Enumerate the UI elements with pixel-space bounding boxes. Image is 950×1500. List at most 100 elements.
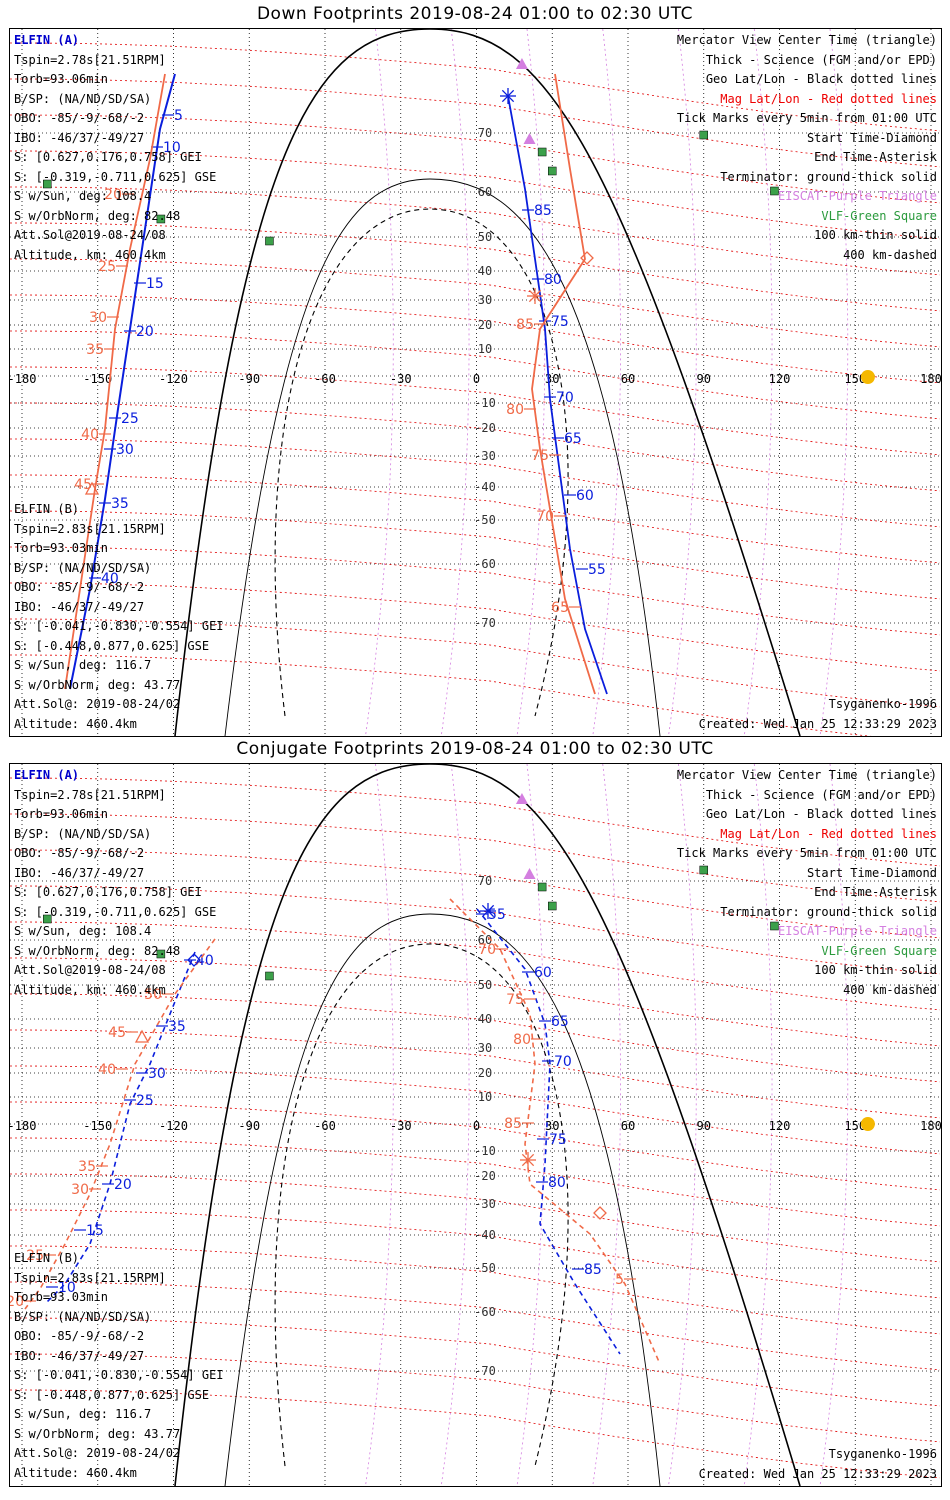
- elfin-a-track-west-tick-label: 20: [136, 324, 154, 340]
- elfin-a-track-east-tick-label: 70: [556, 390, 574, 406]
- lat-label: -70: [474, 1364, 496, 1378]
- model-label: Tsyganenko-1996: [828, 1447, 937, 1461]
- elfin-b-conj-track-east: [449, 898, 661, 1365]
- elfin-a-line: B/SP: (NA/ND/SD/SA): [14, 91, 152, 106]
- elfin-b-conj-track-west: [24, 938, 216, 1310]
- mag-parallel: [10, 957, 941, 1047]
- mag-parallel: [10, 1317, 941, 1407]
- legend-line: Terminator: ground-thick solid: [720, 169, 937, 184]
- lat-label: -60: [474, 557, 496, 571]
- elfin-b-line: IBO: -46/37/-49/27: [14, 1348, 145, 1363]
- legend-line: End Time-Asterisk: [814, 885, 937, 899]
- lon-label: 0: [473, 1119, 480, 1133]
- lat-label: -50: [474, 513, 496, 527]
- elfin-b-conj-track-east-tick-label: 70: [478, 942, 496, 958]
- model-label: Tsyganenko-1996: [828, 697, 937, 711]
- elfin-b-info: ELFIN (B) Tspin=2.83s[21.15RPM] Torb=93.…: [14, 500, 224, 734]
- elfin-a-line: S: [0.627,0.176,0.758] GEI: [14, 150, 202, 164]
- elfin-a-line: S: [0.627,0.176,0.758] GEI: [14, 885, 202, 899]
- elfin-a-line: OBO: -85/-9/-68/-2: [14, 846, 145, 860]
- legend-line: 100 km-thin solid: [814, 228, 937, 242]
- mag-parallel: [10, 438, 941, 528]
- elfin-b-line: Torb=93.03min: [14, 541, 108, 555]
- legend: Mercator View Center Time (triangle) Thi…: [677, 766, 937, 1000]
- elfin-b-track-east: [531, 73, 596, 695]
- lat-label: 30: [478, 1041, 492, 1055]
- vlf-square-icon: [265, 236, 274, 246]
- lon-label: 60: [621, 1119, 635, 1133]
- elfin-a-line: Att.Sol@2019-08-24/08: [14, 228, 166, 242]
- elfin-b-line: S: [-0.448,0.877,0.625] GSE: [14, 638, 210, 653]
- mag-meridian: [365, 29, 394, 736]
- lon-label: -120: [159, 372, 188, 386]
- elfin-a-conj-track-east-tick-label: 80: [548, 1175, 566, 1191]
- lat-label: -40: [474, 480, 496, 494]
- elfin-a-line: S w/OrbNorm, deg: 82.48: [14, 943, 181, 958]
- vlf-square-icon: [43, 914, 52, 924]
- elfin-b-line: S w/OrbNorm, deg: 43.77: [14, 1426, 181, 1441]
- mag-parallel: [10, 474, 941, 564]
- vlf-square-icon: [265, 971, 274, 981]
- mag-parallel: [10, 1281, 941, 1371]
- elfin-b-line: B/SP: (NA/ND/SD/SA): [14, 1309, 152, 1324]
- lon-label: 30: [545, 1119, 559, 1133]
- lon-label: -150: [83, 372, 112, 386]
- sun-icon: [860, 1117, 875, 1131]
- vlf-square-icon: [770, 921, 779, 931]
- mag-parallel: [10, 1137, 941, 1227]
- elfin-b-header: ELFIN (B): [14, 1251, 80, 1265]
- elfin-b-line: OBO: -85/-9/-68/-2: [14, 1329, 145, 1343]
- lon-label: -90: [238, 372, 260, 386]
- mag-meridian: [516, 764, 546, 1486]
- legend-line: VLF-Green Square: [821, 208, 937, 223]
- eiscat-triangle-icon: [515, 58, 528, 69]
- lat-label: 60: [478, 933, 492, 947]
- elfin-a-line: IBO: -46/37/-49/27: [14, 130, 145, 145]
- elfin-b-center-triangle-icon: [134, 1029, 150, 1043]
- elfin-b-track-east-tick-label: 80: [506, 402, 524, 418]
- lat-label: -50: [474, 1261, 496, 1275]
- elfin-b-info: ELFIN (B) Tspin=2.83s[21.15RPM] Torb=93.…: [14, 1249, 224, 1483]
- elfin-a-conj-track-west: [44, 951, 196, 1305]
- legend-line: Tick Marks every 5min from 01:00 UTC: [676, 111, 937, 125]
- elfin-a-conj-track-west-tick-label: 40: [196, 953, 214, 969]
- elfin-b-track-west-tick-label: 25: [98, 259, 116, 275]
- legend-line: Thick - Science (FGM and/or EPD): [705, 52, 937, 67]
- footer: Tsyganenko-1996 Created: Wed Jan 25 12:3…: [699, 695, 937, 734]
- mag-parallel: [10, 402, 941, 492]
- elfin-a-track-west-tick-label: 40: [101, 571, 119, 587]
- vlf-square-icon: [548, 166, 557, 176]
- legend-line: EISCAT-Purple Triangle: [778, 189, 937, 203]
- lat-label: -20: [474, 421, 496, 435]
- legend-line: 400 km-dashed: [843, 982, 937, 997]
- elfin-b-line: Tspin=2.83s[21.15RPM]: [14, 521, 166, 536]
- elfin-a-conj-track-east-tick-label: 70: [554, 1054, 572, 1070]
- elfin-a-line: B/SP: (NA/ND/SD/SA): [14, 826, 152, 841]
- elfin-a-track-east-tick-label: 80: [544, 272, 562, 288]
- elfin-b-header: ELFIN (B): [14, 502, 80, 516]
- legend-line: Terminator: ground-thick solid: [720, 904, 937, 919]
- mag-parallel: [10, 1245, 941, 1335]
- elfin-a-conj-track-east: [476, 908, 621, 1355]
- mag-parallel: [10, 186, 941, 276]
- conjugate-footprints-panel: -180 -150 -120 -90 -60 -30 0 30 60 90 120 150 180 70 6…: [9, 763, 942, 1487]
- vlf-square-icon: [156, 214, 166, 224]
- lat-label: 50: [478, 978, 492, 992]
- lat-label: 10: [478, 1090, 492, 1104]
- mag-meridian: [743, 764, 773, 1486]
- mag-parallel: [10, 1173, 941, 1263]
- elfin-b-track-west-tick-label: 40: [81, 427, 99, 443]
- legend-line: Start Time-Diamond: [806, 130, 937, 145]
- mag-parallel: [10, 849, 941, 939]
- elfin-a-line: Altitude, km: 460.4km: [14, 247, 166, 262]
- elfin-a-conj-track-east-tick-label: 85: [584, 1262, 602, 1278]
- vlf-square-icon: [43, 179, 52, 189]
- elfin-a-line: S w/Sun, deg: 108.4: [14, 924, 152, 938]
- mag-parallel: [10, 1209, 941, 1299]
- elfin-a-header: ELFIN (A): [14, 768, 80, 782]
- terminator-100km: [224, 178, 661, 736]
- mag-parallel: [10, 1389, 941, 1479]
- elfin-a-line: S w/OrbNorm, deg: 82.48: [14, 208, 181, 223]
- lon-label: -30: [390, 1119, 412, 1133]
- lon-label: -180: [10, 372, 36, 386]
